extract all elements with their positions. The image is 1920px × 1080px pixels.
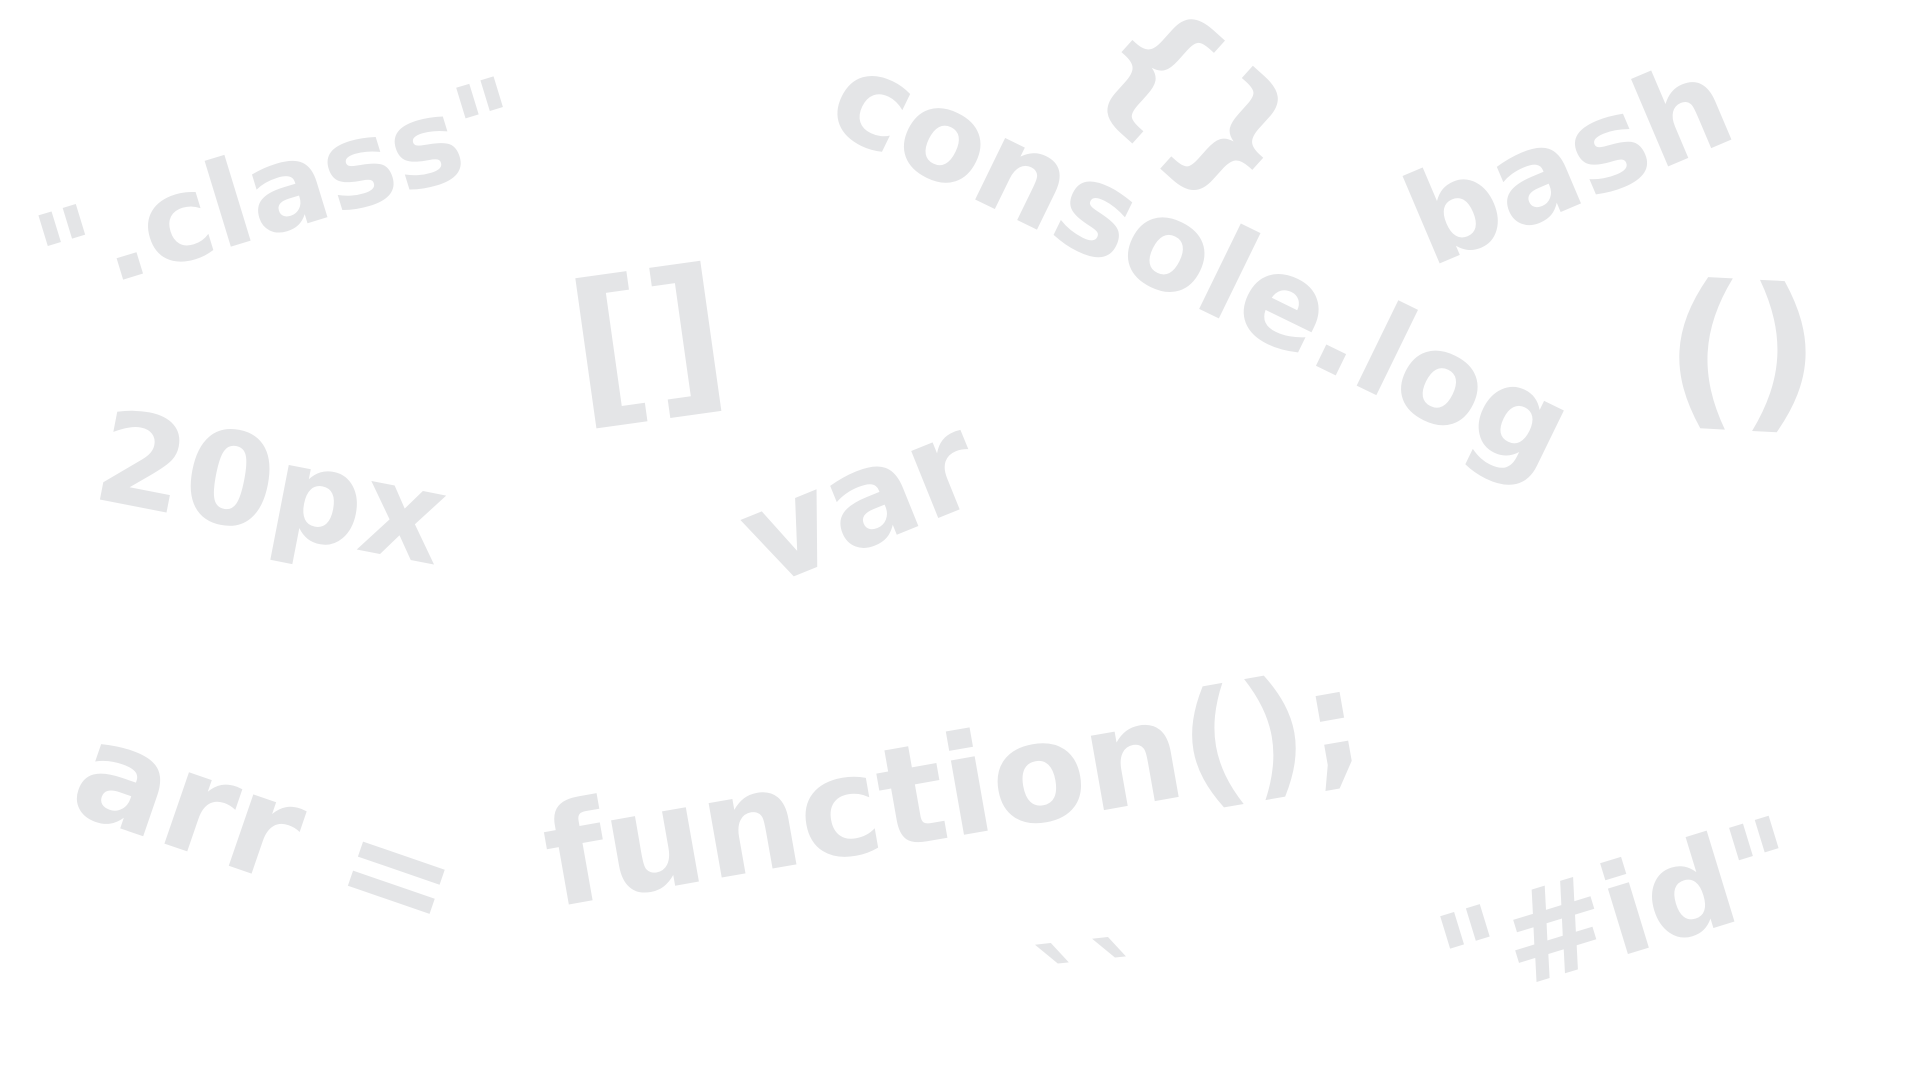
word-var: var xyxy=(719,384,1001,618)
word-backticks: `` xyxy=(1028,919,1157,1065)
word-class-selector: ".class" xyxy=(20,50,538,328)
word-id-selector: "#id" xyxy=(1421,789,1816,1036)
word-arr-assign: arr = xyxy=(54,688,479,969)
word-function-call: function(); xyxy=(532,637,1374,940)
word-parentheses: () xyxy=(1659,247,1826,453)
word-20px: 20px xyxy=(84,381,459,596)
word-square-brackets: [] xyxy=(556,231,739,449)
